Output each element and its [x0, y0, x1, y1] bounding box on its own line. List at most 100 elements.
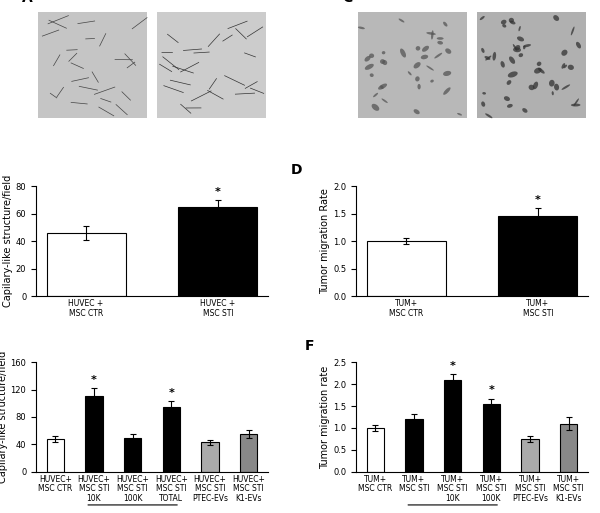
- Ellipse shape: [518, 26, 521, 31]
- Ellipse shape: [576, 42, 581, 48]
- Ellipse shape: [426, 66, 434, 71]
- FancyBboxPatch shape: [38, 12, 148, 118]
- Text: *: *: [450, 361, 455, 371]
- Ellipse shape: [571, 27, 575, 35]
- Ellipse shape: [481, 48, 485, 53]
- Ellipse shape: [430, 80, 434, 83]
- Ellipse shape: [365, 64, 374, 70]
- Bar: [367, 241, 446, 296]
- Ellipse shape: [485, 113, 493, 118]
- Bar: [521, 439, 539, 472]
- Ellipse shape: [513, 47, 521, 52]
- Ellipse shape: [493, 52, 496, 61]
- Ellipse shape: [508, 71, 518, 77]
- Ellipse shape: [506, 80, 511, 85]
- Ellipse shape: [517, 36, 524, 42]
- Ellipse shape: [434, 53, 442, 58]
- Ellipse shape: [437, 41, 443, 45]
- Ellipse shape: [443, 22, 448, 27]
- Text: *: *: [488, 385, 494, 395]
- Bar: [163, 407, 180, 472]
- Ellipse shape: [373, 93, 378, 97]
- Ellipse shape: [507, 104, 513, 108]
- Ellipse shape: [509, 18, 514, 23]
- Ellipse shape: [416, 46, 420, 51]
- Bar: [201, 442, 219, 472]
- Ellipse shape: [400, 49, 406, 57]
- Ellipse shape: [382, 60, 387, 65]
- Ellipse shape: [518, 53, 523, 57]
- Ellipse shape: [523, 46, 526, 49]
- Ellipse shape: [501, 19, 506, 25]
- Ellipse shape: [554, 84, 559, 90]
- Bar: [85, 397, 103, 472]
- Ellipse shape: [445, 48, 451, 54]
- Text: C: C: [342, 0, 352, 5]
- Ellipse shape: [522, 108, 527, 113]
- Y-axis label: Tumor migration rate: Tumor migration rate: [320, 365, 331, 468]
- Ellipse shape: [537, 62, 541, 66]
- Bar: [444, 380, 461, 472]
- Ellipse shape: [568, 65, 574, 70]
- Ellipse shape: [538, 68, 545, 74]
- Bar: [47, 233, 125, 296]
- Ellipse shape: [502, 24, 506, 28]
- Text: *: *: [535, 195, 541, 205]
- Ellipse shape: [437, 37, 443, 40]
- Bar: [47, 439, 64, 472]
- Ellipse shape: [485, 55, 491, 61]
- Ellipse shape: [574, 98, 579, 106]
- FancyBboxPatch shape: [157, 12, 266, 118]
- Ellipse shape: [421, 55, 428, 60]
- Ellipse shape: [571, 104, 580, 107]
- Ellipse shape: [370, 73, 374, 77]
- Ellipse shape: [369, 53, 374, 58]
- Ellipse shape: [378, 84, 387, 90]
- Ellipse shape: [415, 76, 419, 82]
- Ellipse shape: [513, 44, 517, 50]
- Ellipse shape: [431, 30, 434, 40]
- Text: *: *: [91, 375, 97, 385]
- Ellipse shape: [549, 80, 554, 87]
- Ellipse shape: [426, 32, 436, 35]
- Ellipse shape: [443, 71, 451, 76]
- Ellipse shape: [481, 102, 485, 107]
- Ellipse shape: [382, 98, 388, 103]
- Ellipse shape: [551, 91, 554, 95]
- Ellipse shape: [529, 85, 535, 90]
- Text: *: *: [215, 187, 221, 196]
- Ellipse shape: [504, 96, 510, 101]
- Bar: [405, 419, 423, 472]
- Ellipse shape: [510, 21, 515, 25]
- Ellipse shape: [484, 56, 490, 60]
- Ellipse shape: [533, 82, 538, 89]
- Ellipse shape: [408, 71, 412, 75]
- Y-axis label: Capilary-like structure/field: Capilary-like structure/field: [3, 175, 13, 307]
- Ellipse shape: [562, 63, 565, 69]
- Ellipse shape: [371, 104, 379, 111]
- Ellipse shape: [398, 18, 404, 23]
- Ellipse shape: [500, 61, 505, 68]
- Bar: [482, 404, 500, 472]
- Bar: [240, 434, 257, 472]
- Ellipse shape: [382, 51, 385, 54]
- Ellipse shape: [413, 109, 420, 114]
- Ellipse shape: [523, 44, 531, 47]
- Bar: [124, 438, 142, 472]
- Ellipse shape: [418, 84, 421, 89]
- Ellipse shape: [457, 113, 462, 115]
- Bar: [178, 207, 257, 296]
- Y-axis label: Tumor migration Rate: Tumor migration Rate: [320, 188, 331, 294]
- Ellipse shape: [422, 46, 429, 52]
- FancyBboxPatch shape: [476, 12, 586, 118]
- Ellipse shape: [562, 50, 568, 56]
- Text: D: D: [291, 163, 302, 177]
- Ellipse shape: [534, 68, 542, 73]
- Ellipse shape: [509, 56, 515, 64]
- Ellipse shape: [562, 85, 570, 90]
- Text: *: *: [169, 388, 174, 398]
- Ellipse shape: [482, 92, 486, 94]
- FancyBboxPatch shape: [358, 12, 467, 118]
- Ellipse shape: [563, 65, 567, 68]
- Ellipse shape: [553, 15, 559, 21]
